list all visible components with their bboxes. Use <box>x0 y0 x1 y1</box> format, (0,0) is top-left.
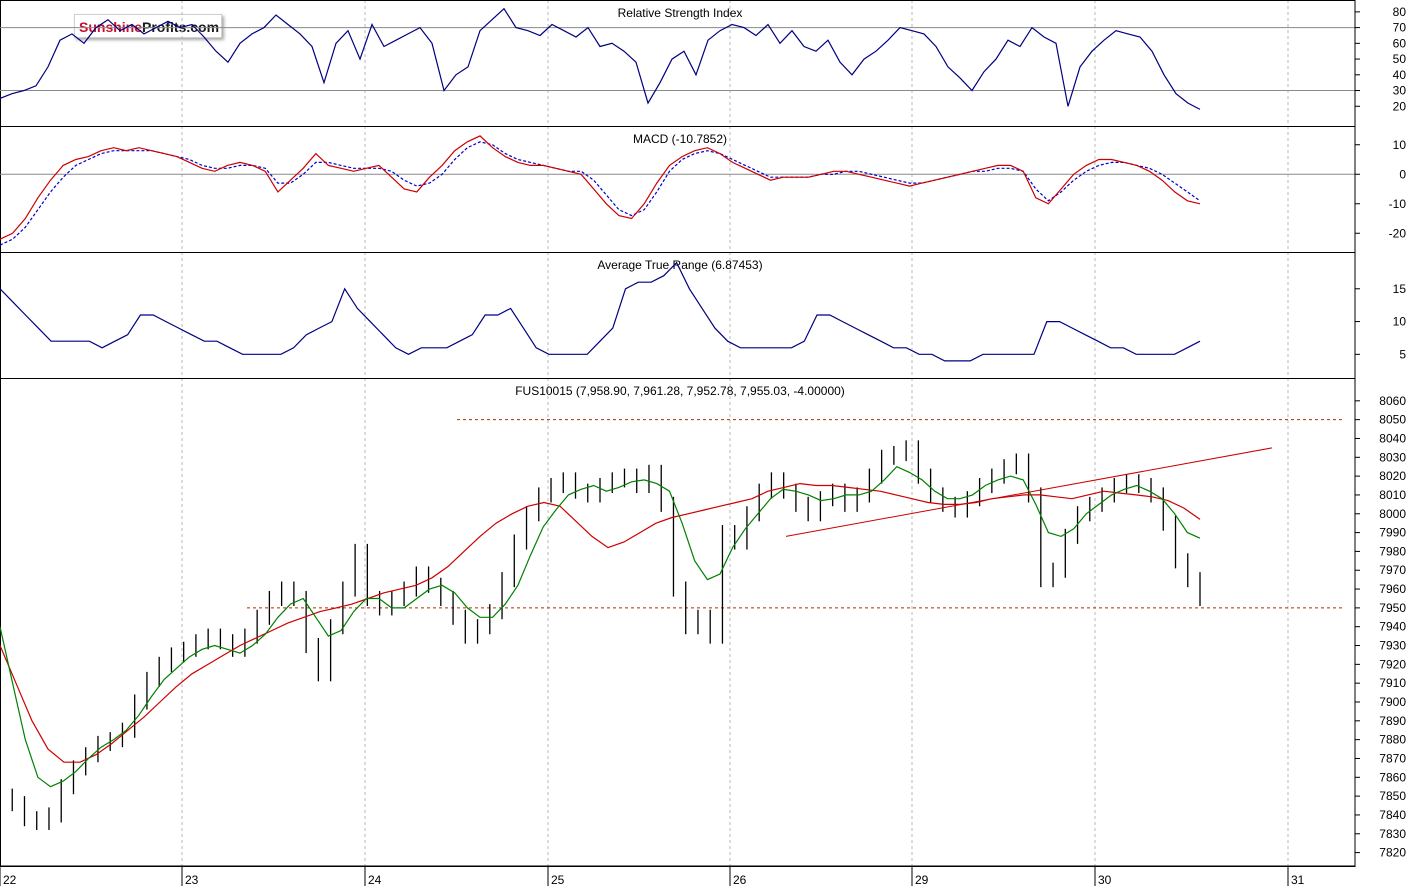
rsi-line <box>0 7 1201 110</box>
price-tick-label: 7850 <box>1379 789 1406 803</box>
price-tick-label: 8060 <box>1379 394 1406 408</box>
date-label: 26 <box>733 873 747 887</box>
date-axis: 22 23 24 25 26 29 30 31 <box>0 865 1355 887</box>
price-tick-label: 8040 <box>1379 431 1406 445</box>
rsi-tick-label: 20 <box>1393 99 1407 113</box>
atr-line <box>0 261 1201 362</box>
price-title: FUS10015 (7,958.90, 7,961.28, 7,952.78, … <box>515 384 845 398</box>
macd-tick-label: 10 <box>1393 138 1407 152</box>
date-label: 22 <box>3 873 17 887</box>
price-tick-label: 7910 <box>1379 676 1406 690</box>
price-tick-label: 8000 <box>1379 507 1406 521</box>
price-tick-label: 7870 <box>1379 751 1406 765</box>
atr-tick-label: 15 <box>1393 282 1407 296</box>
macd-title: MACD (-10.7852) <box>633 132 727 146</box>
price-tick-label: 7990 <box>1379 526 1406 540</box>
rsi-tick-label: 80 <box>1393 5 1407 19</box>
price-tick-label: 8020 <box>1379 469 1406 483</box>
macd-panel: MACD (-10.7852) 10 0 -10 -20 <box>0 126 1406 253</box>
date-label: 30 <box>1098 873 1112 887</box>
macd-line <box>0 135 1201 240</box>
price-tick-label: 7920 <box>1379 657 1406 671</box>
price-tick-label: 7900 <box>1379 695 1406 709</box>
macd-signal-line <box>0 141 1201 246</box>
price-tick-label: 7930 <box>1379 639 1406 653</box>
price-tick-label: 7960 <box>1379 582 1406 596</box>
rsi-tick-label: 50 <box>1393 52 1407 66</box>
price-tick-label: 7890 <box>1379 714 1406 728</box>
date-label: 24 <box>368 873 382 887</box>
date-label: 31 <box>1291 873 1305 887</box>
atr-title: Average True Range (6.87453) <box>597 258 762 272</box>
price-panel: FUS10015 (7,958.90, 7,961.28, 7,952.78, … <box>0 378 1406 867</box>
logo-part-sunshine: Sunshine <box>79 19 143 35</box>
price-tick-label: 7820 <box>1379 846 1406 860</box>
macd-tick-label: 0 <box>1399 167 1406 181</box>
vertical-gridlines <box>181 0 1289 866</box>
atr-panel: Average True Range (6.87453) 15 10 5 <box>0 252 1406 379</box>
macd-tick-label: -10 <box>1389 197 1407 211</box>
atr-tick-label: 5 <box>1399 347 1406 361</box>
rsi-title: Relative Strength Index <box>618 6 743 20</box>
fast-moving-average <box>0 465 1201 788</box>
price-tick-label: 7970 <box>1379 563 1406 577</box>
date-label: 25 <box>551 873 565 887</box>
price-tick-label: 7860 <box>1379 770 1406 784</box>
support-trendline <box>785 447 1273 537</box>
date-label: 23 <box>185 873 199 887</box>
rsi-tick-label: 70 <box>1393 21 1407 35</box>
price-tick-label: 8030 <box>1379 450 1406 464</box>
slow-moving-average <box>0 482 1201 763</box>
price-tick-label: 7980 <box>1379 544 1406 558</box>
date-label: 29 <box>915 873 929 887</box>
macd-tick-label: -20 <box>1389 226 1407 240</box>
price-tick-label: 7840 <box>1379 808 1406 822</box>
rsi-tick-label: 40 <box>1393 68 1407 82</box>
price-tick-label: 7830 <box>1379 827 1406 841</box>
atr-tick-label: 10 <box>1393 315 1407 329</box>
rsi-tick-label: 60 <box>1393 36 1407 50</box>
price-tick-label: 8010 <box>1379 488 1406 502</box>
price-tick-label: 8050 <box>1379 413 1406 427</box>
price-tick-label: 7880 <box>1379 733 1406 747</box>
price-tick-label: 7950 <box>1379 601 1406 615</box>
price-tick-label: 7940 <box>1379 620 1406 634</box>
price-panel-frame <box>0 378 1356 867</box>
rsi-tick-label: 30 <box>1393 84 1407 98</box>
